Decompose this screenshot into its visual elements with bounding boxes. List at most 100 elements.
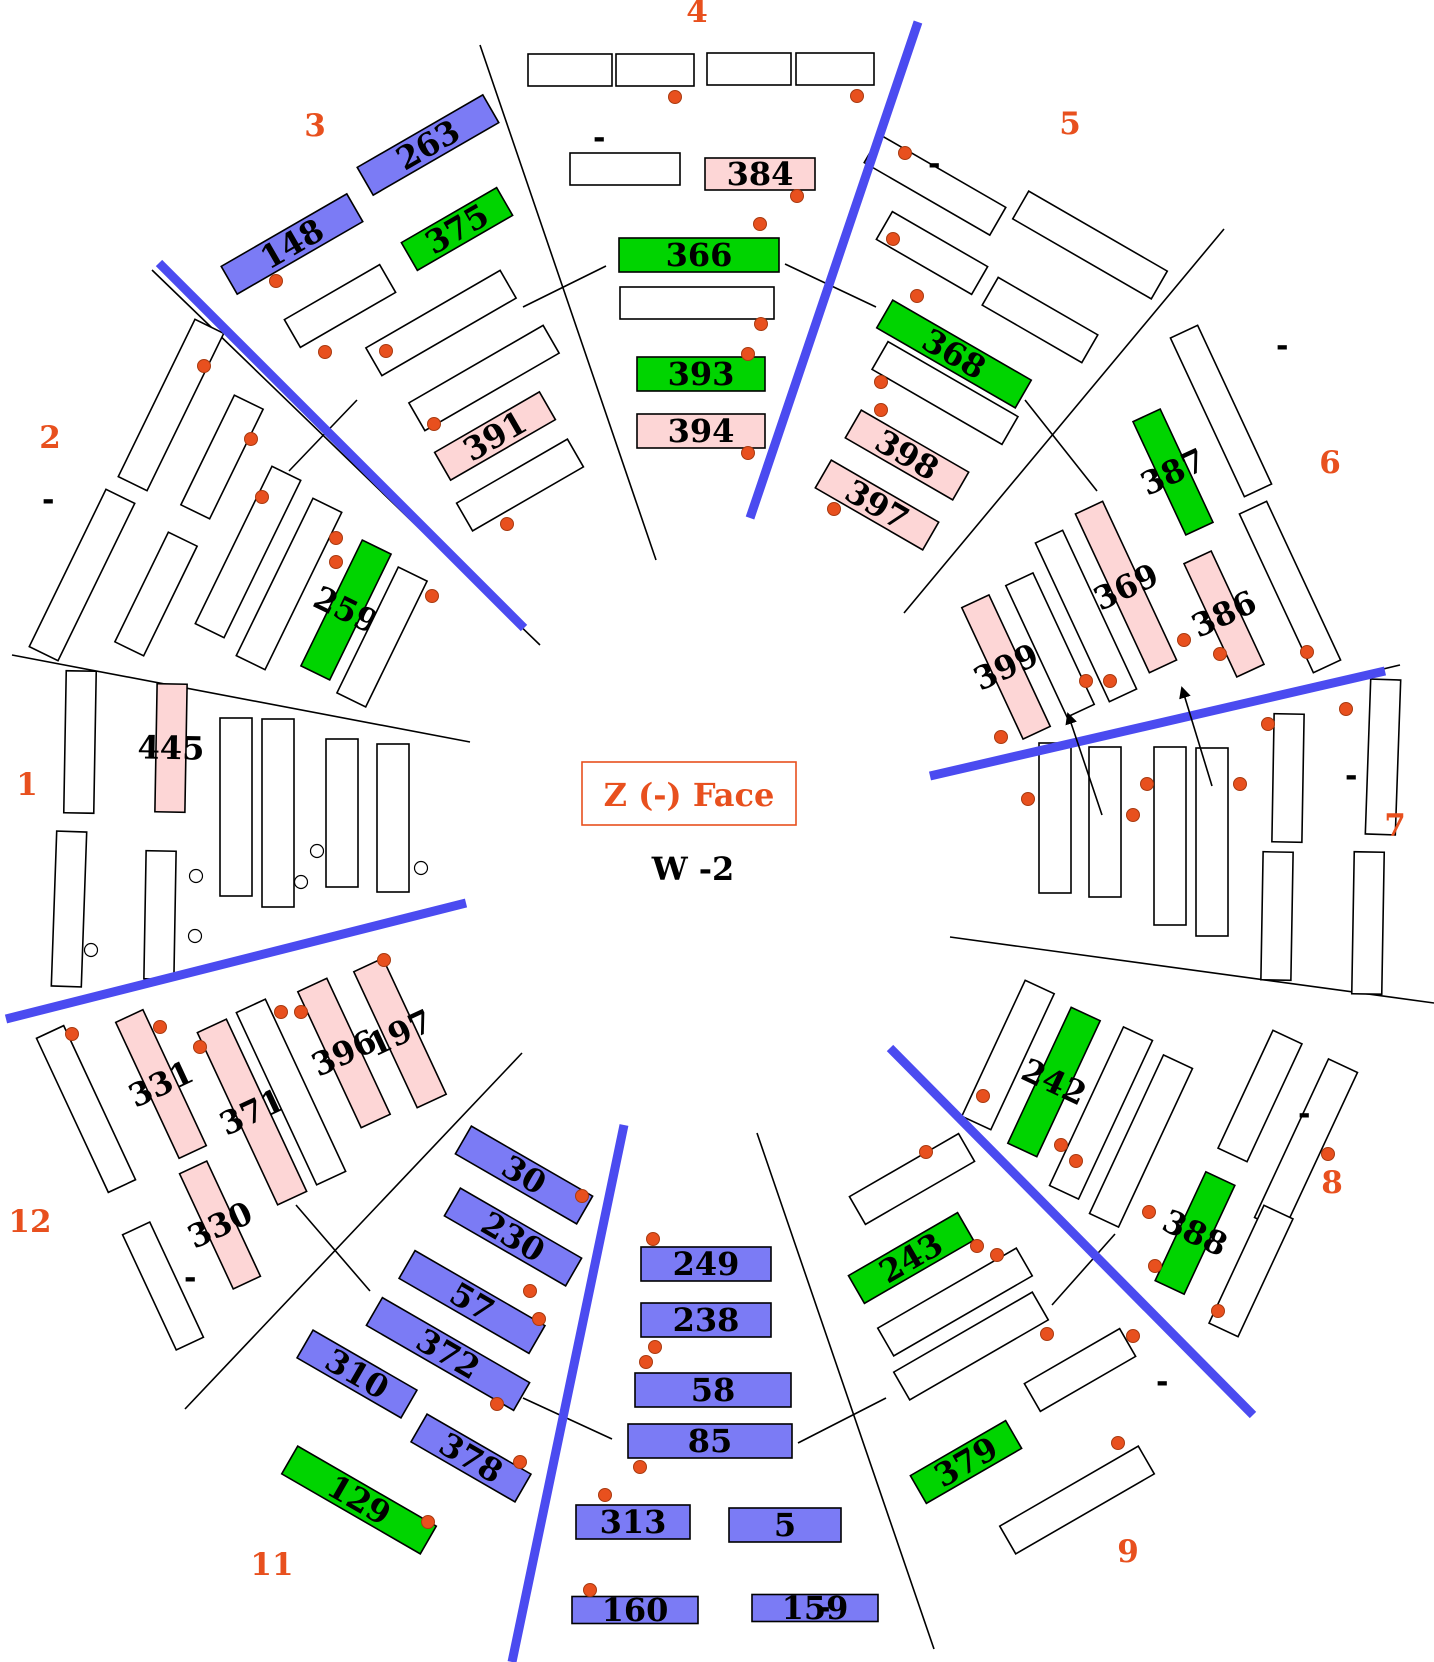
- chamber-rect: [295, 1329, 419, 1419]
- sector-label-12: 12: [8, 1204, 51, 1240]
- chamber-empty: [619, 286, 775, 320]
- chamber-empty: [569, 152, 681, 186]
- blue-divider: [507, 1124, 629, 1662]
- chamber-rect: [1169, 324, 1273, 498]
- chamber-rect: [220, 192, 364, 296]
- chamber-369: 369: [1074, 500, 1178, 674]
- red-dot: [646, 1232, 660, 1246]
- chamber-rect: [35, 1024, 137, 1194]
- chamber-rect: [640, 1302, 772, 1338]
- chamber-label: 393: [668, 355, 735, 393]
- chamber-label: 384: [727, 155, 794, 193]
- open-circle: [83, 942, 99, 958]
- chamber-rect: [1364, 678, 1402, 836]
- chamber-rect: [364, 269, 518, 377]
- red-dot: [1142, 1205, 1156, 1219]
- chamber-empty: [870, 340, 1020, 446]
- red-dot: [648, 1340, 662, 1354]
- dash-mark: -: [184, 1261, 196, 1296]
- red-dot: [639, 1355, 653, 1369]
- red-dot: [523, 1284, 537, 1298]
- boundary-line: [1051, 1233, 1116, 1306]
- sector-label-3: 3: [304, 108, 326, 144]
- chamber-rect: [376, 743, 410, 893]
- chamber-rect: [28, 488, 136, 662]
- chamber-rect: [443, 1187, 583, 1287]
- chamber-rect: [455, 438, 585, 532]
- sector-label-11: 11: [250, 1547, 293, 1583]
- chamber-rect: [875, 210, 989, 296]
- sector-label-4: 4: [686, 0, 708, 30]
- boundary-line: [288, 399, 358, 472]
- red-dot: [532, 1312, 546, 1326]
- red-dot: [741, 446, 755, 460]
- chamber-rect: [998, 1445, 1156, 1555]
- chamber-empty: [1195, 747, 1229, 937]
- chamber-rect: [1088, 1053, 1194, 1229]
- red-dot: [1213, 647, 1227, 661]
- chamber-rect: [569, 152, 681, 186]
- chamber-rect: [283, 263, 397, 349]
- red-dot: [1211, 1304, 1225, 1318]
- arrow-layer: [1065, 686, 1213, 816]
- boundary-line: [1024, 399, 1098, 492]
- chamber-399: 399: [960, 593, 1052, 741]
- red-dot: [269, 274, 283, 288]
- chamber-label: 160: [602, 1591, 669, 1629]
- red-dot: [976, 1089, 990, 1103]
- red-dot: [874, 403, 888, 417]
- chamber-empty: [121, 1221, 205, 1351]
- chamber-empty: [1169, 324, 1273, 498]
- chamber-129: 129: [280, 1445, 438, 1555]
- chamber-empty: [1364, 678, 1402, 836]
- chamber-5: 5: [728, 1506, 842, 1544]
- chamber-375: 375: [400, 186, 514, 272]
- chamber-rect: [728, 1507, 842, 1543]
- chamber-rect: [704, 157, 816, 191]
- chamber-rect: [981, 276, 1099, 364]
- chamber-rect: [876, 1247, 1034, 1357]
- chamber-rect: [400, 186, 514, 272]
- chamber-empty: [376, 743, 410, 893]
- red-dot: [874, 375, 888, 389]
- red-dot: [1148, 1259, 1162, 1273]
- chamber-empty: [235, 998, 347, 1186]
- chamber-empty: [35, 1024, 137, 1194]
- chamber-rect: [844, 409, 970, 501]
- open-circle: [309, 843, 325, 859]
- chamber-rect: [1034, 529, 1138, 703]
- boundary-line: [797, 1397, 887, 1444]
- sector-label-1: 1: [16, 767, 38, 803]
- chamber-rect: [636, 356, 766, 392]
- face-title-box: Z (-) Face: [581, 761, 797, 826]
- chamber-empty: [219, 717, 253, 897]
- red-dot: [1300, 645, 1314, 659]
- chamber-label: 313: [600, 1503, 667, 1541]
- chamber-empty: [848, 1132, 976, 1226]
- red-dot: [1126, 1329, 1140, 1343]
- chamber-label: 85: [688, 1422, 733, 1460]
- chamber-rect: [1038, 742, 1072, 894]
- chamber-396: 396: [296, 977, 392, 1129]
- chamber-rect: [751, 1593, 879, 1623]
- blue-divider: [745, 20, 923, 520]
- chamber-empty: [1011, 190, 1169, 300]
- chamber-rect: [1004, 571, 1096, 719]
- chamber-rect: [325, 738, 359, 888]
- red-dot: [1103, 674, 1117, 688]
- red-dot: [1140, 777, 1154, 791]
- chamber-empty: [1038, 742, 1072, 894]
- sector-label-6: 6: [1319, 445, 1341, 481]
- chamber-rect: [640, 1246, 772, 1282]
- chamber-378: 378: [409, 1413, 533, 1503]
- chamber-rect: [909, 1419, 1023, 1505]
- red-dot: [421, 1515, 435, 1529]
- red-dot: [970, 1239, 984, 1253]
- chamber-rect: [219, 717, 253, 897]
- chamber-rect: [397, 1249, 547, 1355]
- dash-mark: -: [1298, 1097, 1310, 1132]
- chamber-empty: [117, 318, 225, 492]
- chamber-rect: [619, 286, 775, 320]
- chamber-empty: [62, 669, 98, 815]
